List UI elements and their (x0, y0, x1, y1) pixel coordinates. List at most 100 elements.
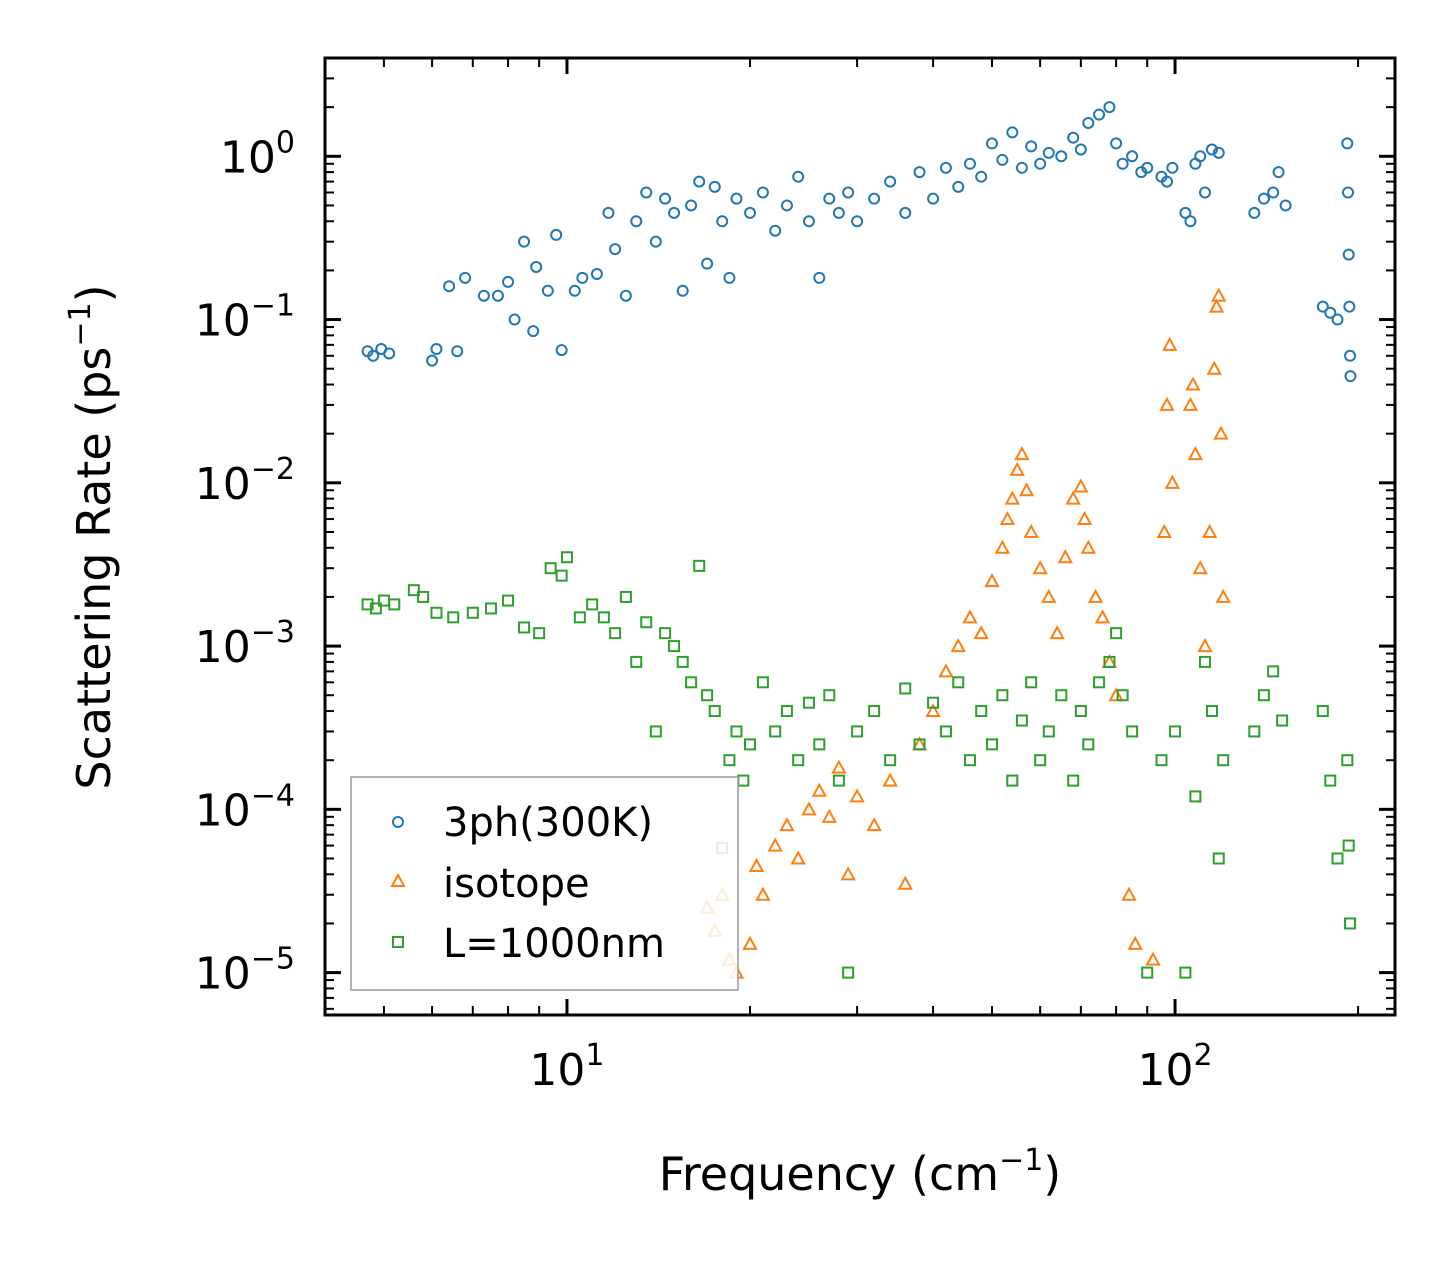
data-point (1279, 199, 1292, 212)
x-axis-label-tail: ) (1043, 1147, 1061, 1201)
data-point (459, 271, 472, 284)
data-point (913, 166, 926, 179)
data-point (1009, 461, 1025, 476)
data-point (1049, 625, 1065, 640)
data-point (1248, 206, 1261, 219)
data-point (560, 551, 573, 564)
legend-label-3ph: 3ph(300K) (443, 800, 653, 846)
data-point (1126, 725, 1139, 738)
data-point (999, 510, 1016, 526)
data-point (630, 215, 643, 228)
data-point (840, 866, 856, 881)
data-point (1198, 655, 1211, 668)
data-point (927, 192, 940, 205)
data-point (1316, 300, 1329, 313)
data-point (813, 738, 826, 751)
data-point (1126, 150, 1139, 163)
data-point (1182, 396, 1199, 411)
data-point (792, 754, 805, 767)
data-point (659, 192, 672, 205)
data-point (518, 235, 531, 248)
data-point (1211, 287, 1227, 302)
data-point (925, 702, 941, 718)
data-point (1073, 478, 1089, 493)
data-point (985, 738, 998, 751)
data-point (1057, 549, 1073, 564)
data-point (1145, 951, 1161, 966)
data-point (730, 725, 743, 738)
data-point (555, 569, 568, 582)
data-point (975, 705, 988, 718)
data-point (882, 772, 898, 787)
data-point (927, 696, 940, 709)
data-point (823, 689, 836, 702)
data-point (780, 705, 793, 718)
data-point (451, 345, 464, 358)
data-point (693, 559, 706, 572)
data-point (1042, 146, 1055, 159)
data-point (1025, 140, 1038, 153)
data-point (1015, 161, 1028, 174)
plot-frame (323, 56, 1397, 1017)
data-point (744, 738, 757, 751)
data-point (1103, 101, 1116, 114)
data-point (693, 175, 706, 188)
data-point (823, 192, 836, 205)
data-point (952, 676, 965, 689)
data-point (985, 137, 998, 150)
y-tick-label: 100 (220, 125, 295, 183)
data-point (1082, 116, 1095, 129)
data-point (868, 705, 881, 718)
data-point (831, 759, 847, 774)
data-point (842, 966, 855, 979)
data-point (1257, 192, 1270, 205)
data-point (767, 837, 783, 852)
data-point (1344, 917, 1357, 930)
data-point (508, 313, 521, 326)
data-point (649, 235, 662, 248)
data-point (576, 271, 589, 284)
data-point (1023, 523, 1039, 538)
data-point (1197, 637, 1213, 653)
legend-marker-3ph (392, 816, 404, 828)
data-point (1065, 490, 1081, 505)
data-point (899, 206, 912, 219)
legend: 3ph(300K) isotope L=1000nm (350, 776, 739, 991)
data-point (668, 640, 681, 653)
data-point (417, 590, 430, 603)
data-point (1093, 108, 1106, 121)
data-point (619, 289, 632, 302)
data-point (1094, 609, 1111, 624)
y-tick-label: 10−4 (195, 778, 295, 836)
data-point (973, 625, 989, 640)
data-point (1187, 445, 1204, 461)
data-point (1184, 215, 1197, 228)
data-point (913, 738, 926, 751)
data-point (1248, 725, 1261, 738)
data-point (685, 199, 698, 212)
data-point (952, 180, 965, 193)
data-point (367, 349, 380, 362)
data-point (590, 268, 603, 281)
data-point (1076, 510, 1093, 526)
data-point (769, 725, 782, 738)
data-point (950, 637, 966, 653)
x-axis-label: Frequency (cm−1) (659, 1143, 1062, 1201)
data-point (1042, 725, 1055, 738)
legend-label-l1000nm: L=1000nm (443, 921, 665, 967)
data-point (586, 598, 599, 611)
data-point (502, 594, 515, 607)
y-tick-label: 10−2 (195, 452, 295, 510)
data-point (619, 590, 632, 603)
data-point (939, 725, 952, 738)
data-point (1331, 852, 1344, 865)
data-point (1189, 790, 1202, 803)
data-point (851, 725, 864, 738)
data-point (466, 606, 479, 619)
data-point (630, 655, 643, 668)
data-point (868, 192, 881, 205)
data-point (984, 573, 1000, 588)
data-point (555, 344, 568, 357)
